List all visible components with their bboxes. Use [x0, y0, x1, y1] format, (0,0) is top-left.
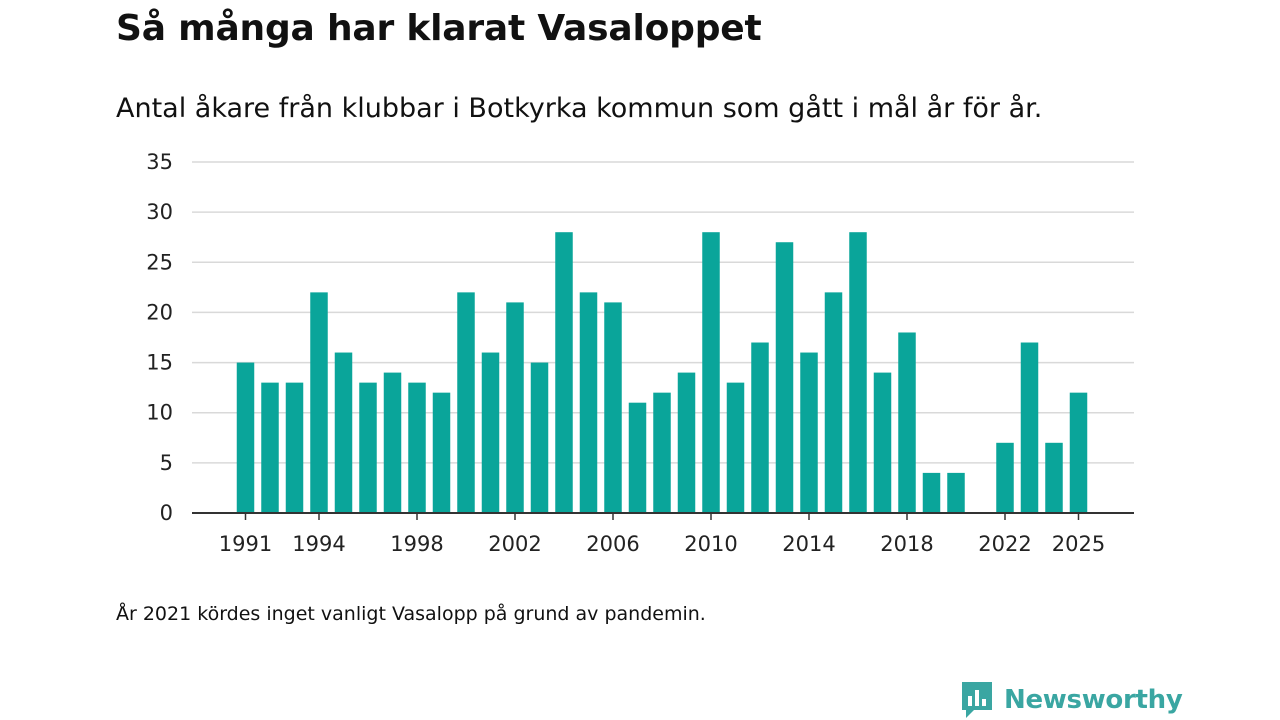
x-tick-label: 1991: [219, 532, 272, 556]
chart-footnote: År 2021 kördes inget vanligt Vasalopp på…: [116, 603, 706, 625]
bar-2003: [530, 362, 549, 513]
bar-2016: [849, 232, 867, 513]
x-tick-label: 2002: [488, 532, 541, 556]
x-tick-label: 2014: [782, 532, 835, 556]
y-tick-label: 5: [160, 451, 173, 475]
bar-2000: [457, 292, 475, 513]
brand-logo: Newsworthy: [960, 680, 1183, 720]
y-tick-label: 35: [146, 150, 173, 174]
chart-subtitle: Antal åkare från klubbar i Botkyrka komm…: [116, 93, 1043, 124]
bar-1995: [334, 352, 353, 513]
bar-2006: [604, 302, 622, 513]
y-tick-label: 15: [146, 351, 173, 375]
bar-2001: [481, 352, 500, 513]
bar-1994: [310, 292, 328, 513]
bar-2018: [898, 332, 916, 513]
y-tick-label: 0: [160, 501, 173, 525]
bar-1999: [432, 392, 451, 513]
bar-2017: [873, 372, 892, 513]
bar-2004: [555, 232, 573, 513]
bar-1998: [408, 382, 426, 513]
x-tick-label: 1994: [292, 532, 345, 556]
bar-2014: [800, 352, 818, 513]
bar-2009: [677, 372, 696, 513]
brand-name: Newsworthy: [1004, 685, 1183, 715]
bar-2013: [775, 242, 794, 513]
x-tick-label: 2022: [978, 532, 1031, 556]
x-tick-label: 2025: [1052, 532, 1105, 556]
x-tick-label: 2006: [586, 532, 639, 556]
bar-2002: [506, 302, 524, 513]
y-tick-label: 10: [146, 401, 173, 425]
bar-2010: [702, 232, 720, 513]
newsworthy-logo-icon: [962, 682, 992, 718]
y-tick-label: 20: [146, 300, 173, 324]
bar-2015: [824, 292, 843, 513]
x-tick-label: 2018: [880, 532, 933, 556]
bar-2025: [1069, 392, 1088, 513]
bar-1997: [383, 372, 402, 513]
bar-1993: [285, 382, 304, 513]
bar-2011: [726, 382, 745, 513]
bar-2020: [947, 472, 965, 513]
x-tick-label: 2010: [684, 532, 737, 556]
x-tick-label: 1998: [390, 532, 443, 556]
bar-2012: [751, 342, 769, 513]
y-tick-label: 30: [146, 200, 173, 224]
bar-2023: [1020, 342, 1039, 513]
y-tick-label: 25: [146, 250, 173, 274]
bar-1996: [359, 382, 377, 513]
bar-2024: [1045, 442, 1063, 513]
bar-2005: [579, 292, 598, 513]
chart-title: Så många har klarat Vasaloppet: [116, 8, 762, 49]
bar-1991: [236, 362, 255, 513]
bar-1992: [261, 382, 279, 513]
bar-2007: [628, 402, 647, 513]
bar-2022: [996, 442, 1014, 513]
bar-2019: [922, 472, 941, 513]
bar-2008: [653, 392, 671, 513]
